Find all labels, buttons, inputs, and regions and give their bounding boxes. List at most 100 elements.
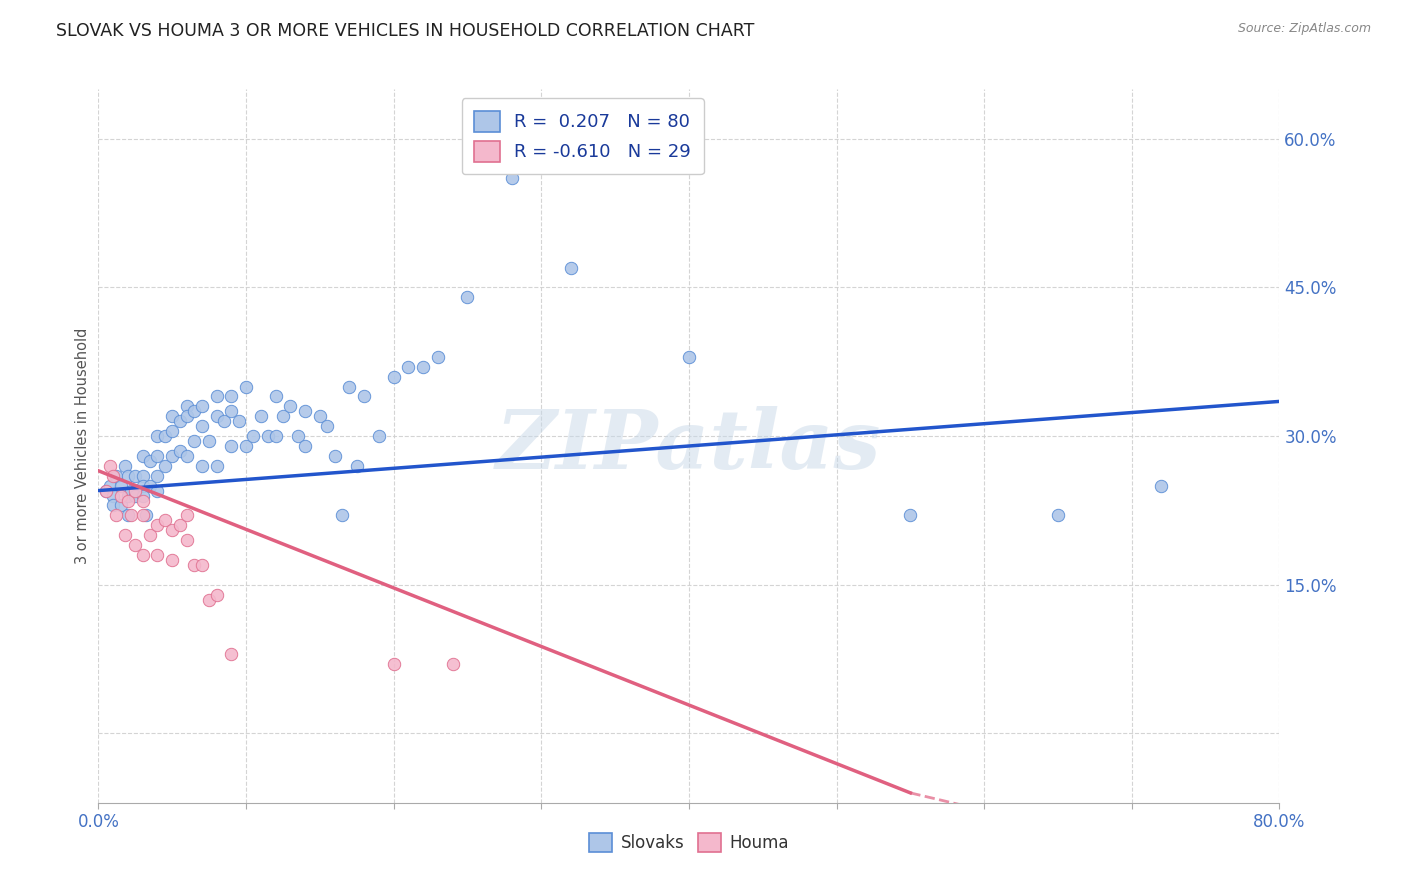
Point (124, 468, 146, 483)
Point (346, 458, 368, 473)
Point (146, 449, 169, 463)
Point (110, 489, 132, 503)
Point (103, 489, 125, 503)
Point (183, 558, 205, 572)
Point (169, 518, 191, 533)
Point (103, 468, 125, 483)
Point (114, 458, 136, 473)
Text: SLOVAK VS HOUMA 3 OR MORE VEHICLES IN HOUSEHOLD CORRELATION CHART: SLOVAK VS HOUMA 3 OR MORE VEHICLES IN HO… (56, 22, 755, 40)
Point (191, 458, 214, 473)
Point (183, 404, 205, 418)
Point (162, 523, 183, 537)
Point (382, 369, 405, 384)
Point (146, 518, 169, 533)
Point (162, 449, 183, 463)
Point (169, 414, 191, 428)
Point (242, 429, 264, 443)
Point (219, 647, 242, 661)
Point (456, 290, 478, 304)
Point (339, 379, 360, 393)
Point (139, 478, 162, 492)
Point (105, 508, 128, 523)
Point (316, 419, 339, 434)
Point (114, 528, 136, 542)
Point (219, 439, 242, 453)
Point (120, 483, 142, 498)
Point (153, 513, 176, 527)
Point (205, 588, 228, 602)
Point (132, 508, 155, 523)
Point (124, 489, 146, 503)
Point (146, 548, 169, 562)
Point (110, 478, 132, 492)
Point (228, 414, 250, 428)
Point (132, 449, 155, 463)
Point (396, 359, 419, 374)
Point (412, 359, 434, 374)
Point (183, 434, 205, 448)
Point (900, 508, 922, 523)
Text: Source: ZipAtlas.com: Source: ZipAtlas.com (1237, 22, 1371, 36)
Point (98, 478, 121, 492)
Point (294, 439, 316, 453)
Point (235, 379, 257, 393)
Point (264, 429, 287, 443)
Point (198, 434, 221, 448)
Point (146, 429, 169, 443)
Point (132, 493, 155, 508)
Point (278, 400, 302, 414)
Point (132, 478, 155, 492)
Point (132, 468, 155, 483)
Point (135, 508, 157, 523)
Point (117, 508, 139, 523)
Point (117, 489, 139, 503)
Point (124, 483, 146, 498)
Point (110, 499, 132, 513)
Point (560, 260, 582, 275)
Point (287, 429, 309, 443)
Point (117, 493, 139, 508)
Point (271, 409, 294, 424)
Point (105, 468, 128, 483)
Point (501, 171, 523, 186)
Point (1150, 478, 1173, 492)
Point (117, 468, 139, 483)
Point (132, 548, 155, 562)
Point (264, 389, 287, 403)
Point (323, 449, 346, 463)
Point (1046, 508, 1069, 523)
Point (191, 558, 214, 572)
Point (257, 429, 280, 443)
Point (162, 424, 183, 438)
Point (205, 458, 228, 473)
Point (309, 409, 332, 424)
Point (176, 400, 198, 414)
Point (94, 483, 117, 498)
Point (146, 483, 169, 498)
Point (235, 439, 257, 453)
Point (382, 657, 405, 671)
Point (146, 468, 169, 483)
Point (153, 429, 176, 443)
Point (368, 429, 391, 443)
Point (176, 449, 198, 463)
Point (330, 508, 353, 523)
Point (120, 508, 142, 523)
Point (169, 444, 191, 458)
Point (294, 404, 316, 418)
Point (162, 409, 183, 424)
Y-axis label: 3 or more Vehicles in Household: 3 or more Vehicles in Household (75, 328, 90, 564)
Point (139, 528, 162, 542)
Point (441, 657, 464, 671)
Point (250, 409, 273, 424)
Point (94, 483, 117, 498)
Point (98, 458, 121, 473)
Point (191, 419, 214, 434)
Point (132, 489, 155, 503)
Point (153, 458, 176, 473)
Point (678, 350, 700, 364)
Point (124, 538, 146, 552)
Point (176, 409, 198, 424)
Point (139, 454, 162, 468)
Point (427, 350, 450, 364)
